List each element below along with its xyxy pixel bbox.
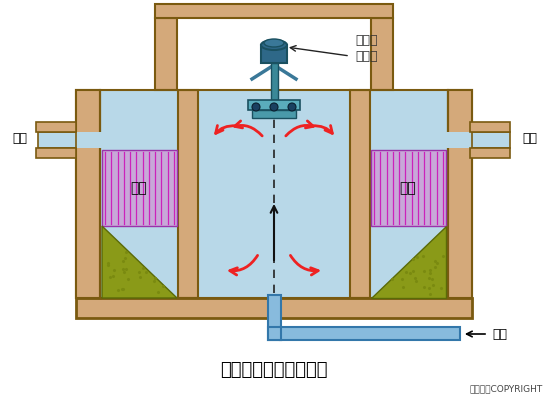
Bar xyxy=(268,295,281,340)
Bar xyxy=(280,327,460,340)
Bar xyxy=(371,18,393,90)
Bar xyxy=(448,90,472,298)
Bar xyxy=(470,148,510,158)
Bar xyxy=(36,122,76,132)
Bar xyxy=(198,90,350,298)
Polygon shape xyxy=(371,226,446,298)
Text: 接触氧化池基本构造图: 接触氧化池基本构造图 xyxy=(220,361,328,379)
Bar xyxy=(100,90,448,298)
Bar xyxy=(76,90,100,298)
Bar xyxy=(470,122,510,132)
Bar xyxy=(248,100,300,110)
Text: 原水: 原水 xyxy=(492,328,507,341)
Ellipse shape xyxy=(264,39,284,47)
Text: 出流: 出流 xyxy=(522,131,538,144)
Bar xyxy=(268,327,281,340)
Bar xyxy=(371,150,446,226)
Bar xyxy=(155,18,177,90)
Text: 东方仿真COPYRIGHT: 东方仿真COPYRIGHT xyxy=(470,384,543,393)
Bar xyxy=(370,90,448,298)
Bar xyxy=(38,132,76,148)
Text: 表面曝
气装置: 表面曝 气装置 xyxy=(355,33,378,62)
Bar xyxy=(76,132,102,148)
Ellipse shape xyxy=(261,40,287,50)
Text: 填料: 填料 xyxy=(399,181,416,195)
Bar xyxy=(261,45,287,63)
Bar xyxy=(76,298,472,318)
Bar xyxy=(271,63,278,100)
Bar xyxy=(350,90,370,298)
Text: 填料: 填料 xyxy=(130,181,147,195)
Bar xyxy=(472,132,510,148)
Bar xyxy=(100,90,178,298)
Bar xyxy=(178,90,198,298)
Bar xyxy=(155,4,393,18)
Circle shape xyxy=(252,103,260,111)
Bar xyxy=(102,150,177,226)
Circle shape xyxy=(270,103,278,111)
Polygon shape xyxy=(102,226,177,298)
Bar xyxy=(448,90,472,298)
Circle shape xyxy=(288,103,296,111)
Bar xyxy=(446,132,472,148)
Text: 出流: 出流 xyxy=(13,131,27,144)
Bar xyxy=(36,148,76,158)
Bar xyxy=(252,110,296,118)
Bar xyxy=(76,90,100,298)
